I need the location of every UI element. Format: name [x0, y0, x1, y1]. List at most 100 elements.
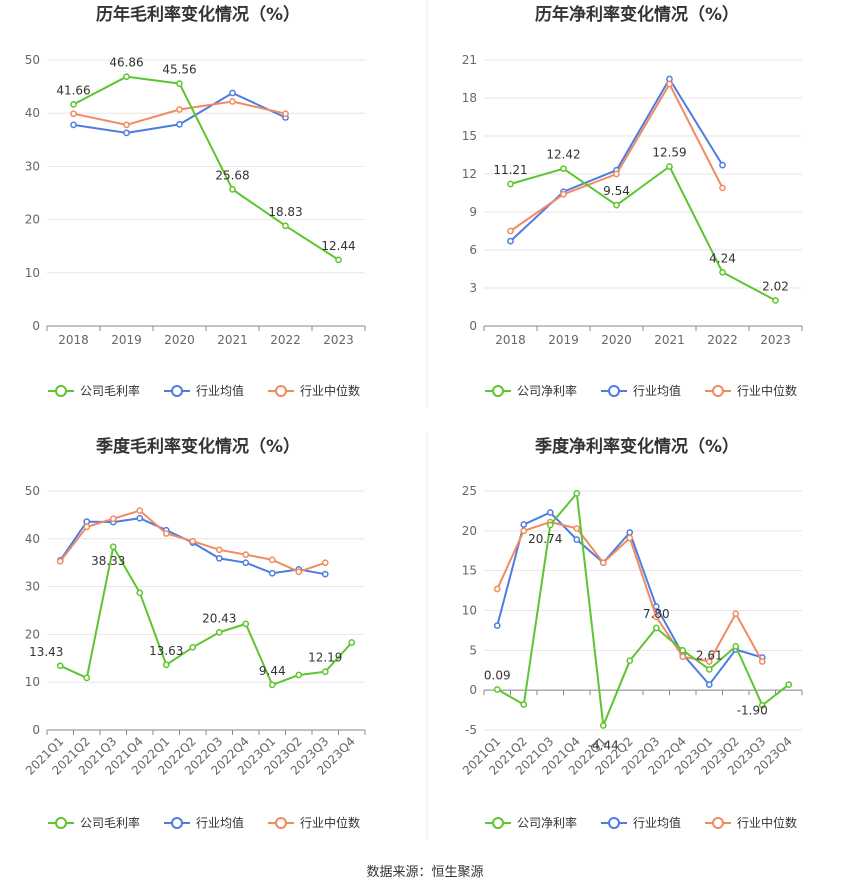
y-tick-label: 21	[462, 53, 477, 67]
y-tick-label: 0	[32, 319, 40, 333]
data-label: 20.43	[202, 611, 236, 625]
data-label: -4.44	[588, 739, 619, 753]
source-label: 数据来源：恒生聚源	[366, 865, 483, 880]
data-point-company	[785, 681, 793, 688]
data-label: 11.21	[493, 163, 527, 177]
data-point-company	[215, 628, 223, 636]
data-point-company	[520, 701, 528, 708]
data-point-industry_median	[242, 551, 250, 558]
data-label: -1.90	[737, 703, 768, 717]
series-line-company	[510, 164, 776, 302]
legend-label: 公司净利率	[517, 383, 577, 398]
data-point-company	[493, 686, 501, 693]
chart-panel-1: 历年毛利率变化情况（%） 0 10 20 30 40 50 2018 2019 2020 2021 2…	[25, 4, 366, 398]
data-point-industry_median	[136, 507, 144, 514]
legend-item-industry_median: 行业中位数	[705, 383, 797, 398]
data-point-industry_median	[758, 658, 766, 665]
y-tick-label: 0	[32, 723, 40, 737]
data-point-industry_avg	[626, 529, 634, 536]
data-point-company	[758, 701, 766, 709]
data-point-company	[626, 657, 634, 665]
data-point-industry_median	[732, 610, 740, 618]
legend-swatch-marker	[275, 385, 287, 397]
legend-item-industry_avg: 行业均值	[601, 815, 681, 830]
data-point-company	[560, 165, 567, 173]
legend-item-industry_avg: 行业均值	[164, 815, 244, 830]
data-point-industry_avg	[321, 570, 329, 578]
data-point-industry_avg	[242, 559, 250, 567]
y-tick-label: 50	[25, 484, 40, 498]
y-tick-label: 15	[462, 129, 477, 143]
data-point-industry_median	[666, 80, 673, 88]
x-tick-label: 2019	[548, 333, 579, 347]
y-tick-label: 0	[469, 683, 477, 697]
data-label: 2.61	[696, 648, 723, 662]
data-label: 9.54	[603, 184, 630, 198]
data-point-industry_median	[70, 110, 77, 118]
data-label: 12.44	[321, 239, 355, 253]
data-point-industry_avg	[176, 121, 183, 128]
data-point-industry_avg	[705, 681, 713, 688]
data-point-company	[189, 643, 197, 651]
data-point-company	[666, 163, 673, 170]
data-label: 2.02	[762, 279, 789, 293]
y-tick-label: 3	[469, 281, 477, 295]
data-point-industry_median	[507, 227, 514, 235]
data-point-company	[123, 73, 130, 81]
data-point-industry_avg	[507, 237, 514, 245]
legend-swatch-marker	[171, 385, 183, 397]
data-label: 20.74	[528, 532, 562, 546]
x-tick-label: 2022	[707, 333, 738, 347]
data-point-industry_median	[705, 658, 713, 665]
data-point-company	[546, 521, 554, 529]
legend-swatch-marker	[55, 385, 67, 397]
data-label: 0.09	[484, 668, 511, 682]
x-tick-label: 2020	[164, 333, 195, 347]
data-point-industry_median	[229, 98, 236, 105]
legend-item-company: 公司毛利率	[48, 383, 140, 398]
data-point-company	[613, 201, 620, 209]
y-tick-label: 0	[469, 319, 477, 333]
legend-label: 公司净利率	[517, 815, 577, 830]
data-point-industry_median	[56, 557, 64, 565]
data-point-company	[507, 180, 514, 188]
chart-panel-4: 季度净利率变化情况（%）-505101520252021Q12021Q22021…	[460, 436, 803, 830]
y-tick-label: 30	[25, 159, 40, 173]
data-point-industry_median	[123, 121, 130, 129]
legend-swatch-marker	[608, 817, 620, 829]
y-tick-label: 10	[25, 266, 40, 280]
data-point-industry_median	[268, 556, 276, 564]
x-tick-label: 2020	[601, 333, 632, 347]
y-tick-label: 40	[25, 106, 40, 120]
chart-panel-3: 季度毛利率变化情况（%）010203040502021Q12021Q22021Q…	[23, 436, 366, 830]
chart-title: 季度毛利率变化情况（%）	[96, 436, 300, 457]
data-point-company	[348, 639, 356, 646]
data-label: 38.33	[91, 554, 125, 568]
data-point-company	[136, 589, 144, 597]
legend-label: 行业中位数	[737, 383, 797, 398]
x-tick-label: 2023	[760, 333, 791, 347]
x-tick-label: 2019	[111, 333, 142, 347]
data-label: 9.44	[259, 664, 286, 678]
legend-label: 行业均值	[633, 815, 681, 830]
y-tick-label: 50	[25, 53, 40, 67]
data-point-industry_median	[162, 530, 170, 537]
data-point-industry_avg	[268, 569, 276, 577]
legend-label: 行业均值	[633, 383, 681, 398]
data-point-industry_avg	[493, 622, 501, 629]
y-tick-label: 9	[469, 205, 477, 219]
data-label: 46.86	[109, 56, 143, 70]
data-label: 13.63	[149, 644, 183, 658]
data-point-industry_median	[560, 190, 567, 198]
chart-title: 季度净利率变化情况（%）	[535, 436, 739, 457]
data-point-company	[242, 620, 250, 628]
data-label: 12.42	[546, 148, 580, 162]
data-point-industry_avg	[719, 161, 726, 169]
legend-item-company: 公司毛利率	[48, 815, 140, 830]
y-tick-label: 30	[25, 580, 40, 594]
y-tick-label: 25	[462, 484, 477, 498]
legend-swatch-marker	[55, 817, 67, 829]
series-line-industry_avg	[509, 77, 724, 242]
data-point-industry_median	[282, 110, 289, 118]
